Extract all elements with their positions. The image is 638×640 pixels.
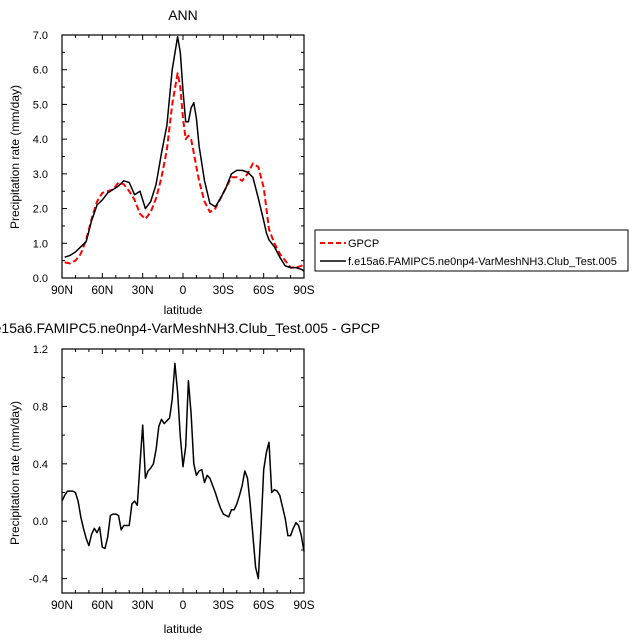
plot-frame [61, 348, 305, 594]
y-axis-label: Precipitation rate (mm/day) [8, 85, 22, 229]
y-tick-label: 3.0 [33, 169, 48, 181]
y-axis-label: Precipitation rate (mm/day) [8, 401, 22, 545]
x-tick-label: 60N [91, 283, 113, 297]
y-tick-label: 1.2 [33, 344, 48, 356]
y-tick-label: 1.0 [33, 238, 48, 250]
series-line-0 [64, 72, 305, 269]
x-tick-label: 0 [180, 283, 187, 297]
y-tick-label: 7.0 [33, 30, 48, 42]
difference-chart: f.e15a6.FAMIPC5.ne0np4-VarMeshNH3.Club_T… [0, 320, 380, 636]
y-tick-label: 0.0 [33, 516, 48, 528]
x-tick-label: 30S [213, 598, 234, 612]
y-tick-label: -0.4 [29, 574, 48, 586]
climatology-chart: ANN 90N 60N 30N 0 30S 60S 90S 0.0 1.0 2.0 3.0 4.0 5.… [8, 7, 315, 317]
y-tick-label: 0.4 [33, 459, 48, 471]
plot-area: 90N 60N 30N 0 30S 60S 90S 0.0 1.0 2.0 3.0 4.0 5.0 6.0… [33, 30, 315, 297]
plot-frame [61, 34, 305, 279]
x-tick-label: 0 [180, 598, 187, 612]
x-tick-label: 90S [293, 598, 314, 612]
chart-title: f.e15a6.FAMIPC5.ne0np4-VarMeshNH3.Club_T… [0, 320, 380, 336]
chart-title: ANN [168, 7, 198, 23]
x-tick-label: 90N [51, 283, 73, 297]
y-tick-label: 5.0 [33, 99, 48, 111]
series-line-0 [61, 362, 305, 580]
legend-box [314, 229, 629, 272]
legend-label-gpcp: GPCP [348, 238, 379, 250]
series-line-1 [64, 35, 305, 272]
y-tick-label: 2.0 [33, 204, 48, 216]
x-tick-label: 60S [253, 283, 274, 297]
plot-area: 90N 60N 30N 0 30S 60S 90S -0.4 0.0 0.4 0.8 1.2 [29, 344, 315, 612]
x-axis-label: latitude [164, 622, 203, 636]
y-tick-label: 6.0 [33, 65, 48, 77]
x-tick-label: 60N [91, 598, 113, 612]
legend: GPCP f.e15a6.FAMIPC5.ne0np4-VarMeshNH3.C… [314, 229, 629, 272]
x-tick-label: 30S [213, 283, 234, 297]
x-axis-label: latitude [164, 303, 203, 317]
y-tick-label: 0.0 [33, 273, 48, 285]
x-tick-label: 90S [293, 283, 314, 297]
x-tick-label: 60S [253, 598, 274, 612]
x-tick-label: 90N [51, 598, 73, 612]
y-tick-label: 0.8 [33, 401, 48, 413]
y-tick-label: 4.0 [33, 134, 48, 146]
legend-label-model: f.e15a6.FAMIPC5.ne0np4-VarMeshNH3.Club_T… [348, 256, 617, 268]
x-tick-label: 30N [132, 283, 154, 297]
x-tick-label: 30N [132, 598, 154, 612]
